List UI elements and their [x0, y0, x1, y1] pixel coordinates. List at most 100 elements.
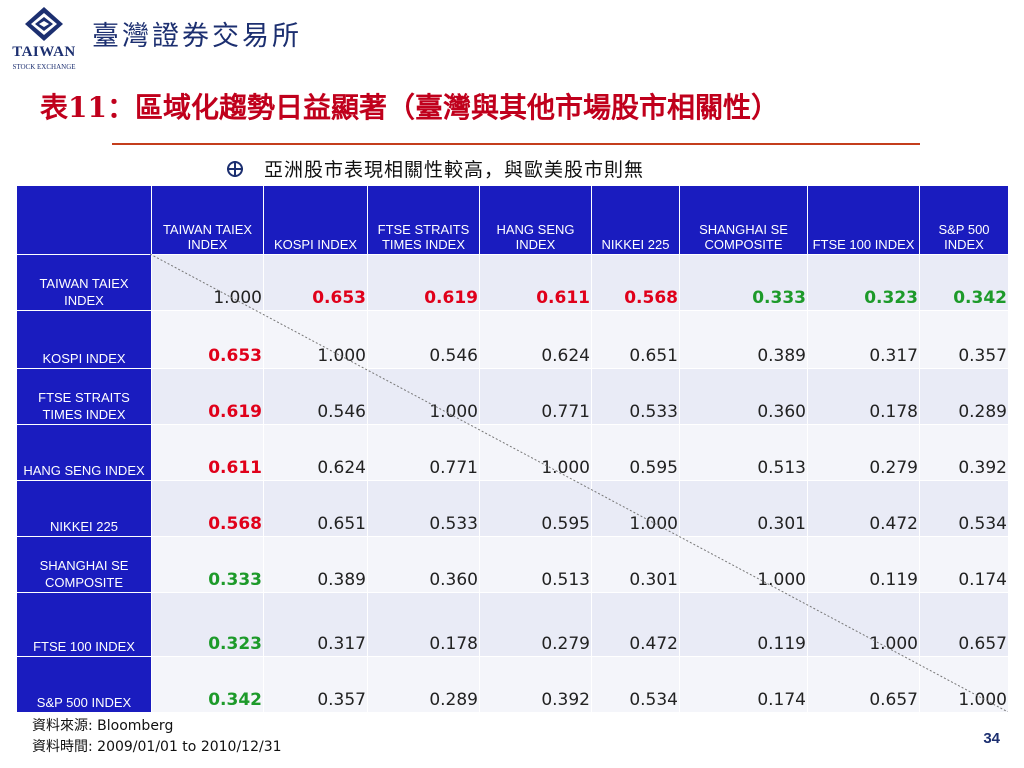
- bullet-point: 亞洲股市表現相關性較高，與歐美股市則無: [226, 155, 644, 182]
- table-cell: 0.357: [263, 656, 368, 713]
- table-cell: 0.357: [919, 310, 1009, 369]
- row-header: S&P 500 INDEX: [16, 656, 152, 713]
- table-cell: 0.392: [919, 424, 1009, 481]
- logo-wordmark: TAIWAN: [12, 44, 76, 60]
- data-source: 資料來源: Bloomberg: [32, 718, 174, 734]
- table-cell: 0.533: [367, 480, 480, 537]
- table-cell: 0.653: [263, 254, 368, 311]
- table-cell: 0.619: [151, 368, 264, 425]
- row-header: FTSE STRAITS TIMES INDEX: [16, 368, 152, 425]
- twse-emblem-icon: [25, 7, 63, 41]
- table-cell: 0.119: [679, 592, 808, 657]
- data-period: 資料時間: 2009/01/01 to 2010/12/31: [32, 739, 282, 755]
- table-cell: 0.342: [151, 656, 264, 713]
- table-cell: 0.611: [151, 424, 264, 481]
- table-cell: 0.289: [367, 656, 480, 713]
- bullet-text: 亞洲股市表現相關性較高，與歐美股市則無: [264, 159, 645, 181]
- table-cell: 0.472: [591, 592, 680, 657]
- table-cell: 0.317: [263, 592, 368, 657]
- table-cell: 0.534: [591, 656, 680, 713]
- correlation-table: TAIWAN TAIEX INDEX KOSPI INDEX FTSE STRA…: [16, 185, 1009, 713]
- table-cell: 0.546: [367, 310, 480, 369]
- table-row: HANG SENG INDEX 0.611 0.624 0.771 1.000 …: [16, 424, 1009, 481]
- crosshair-bullet-icon: [227, 160, 243, 177]
- table-row: NIKKEI 225 0.568 0.651 0.533 0.595 1.000…: [16, 480, 1009, 537]
- table-cell: 0.323: [807, 254, 920, 311]
- table-cell: 0.657: [919, 592, 1009, 657]
- table-cell: 0.333: [679, 254, 808, 311]
- table-cell: 1.000: [367, 368, 480, 425]
- table-cell: 0.279: [479, 592, 592, 657]
- column-header: SHANGHAI SE COMPOSITE: [679, 185, 808, 255]
- column-header: TAIWAN TAIEX INDEX: [151, 185, 264, 255]
- table-cell: 0.342: [919, 254, 1009, 311]
- table-cell: 1.000: [807, 592, 920, 657]
- table-cell: 0.595: [479, 480, 592, 537]
- table-cell: 1.000: [679, 536, 808, 593]
- table-cell: 0.657: [807, 656, 920, 713]
- table-cell: 1.000: [919, 656, 1009, 713]
- table-cell: 0.619: [367, 254, 480, 311]
- table-cell: 0.178: [367, 592, 480, 657]
- slide-title: 表11：區域化趨勢日益顯著（臺灣與其他市場股市相關性）: [40, 91, 779, 124]
- table-cell: 0.301: [591, 536, 680, 593]
- row-header: SHANGHAI SE COMPOSITE: [16, 536, 152, 593]
- table-row: KOSPI INDEX 0.653 1.000 0.546 0.624 0.65…: [16, 310, 1009, 369]
- table-cell: 0.651: [263, 480, 368, 537]
- table-cell: 0.771: [479, 368, 592, 425]
- table-cell: 0.178: [807, 368, 920, 425]
- table-cell: 0.301: [679, 480, 808, 537]
- table-cell: 0.360: [679, 368, 808, 425]
- table-cell: 0.595: [591, 424, 680, 481]
- table-cell: 0.534: [919, 480, 1009, 537]
- table-row: SHANGHAI SE COMPOSITE 0.333 0.389 0.360 …: [16, 536, 1009, 593]
- table-cell: 1.000: [479, 424, 592, 481]
- table-cell: 1.000: [151, 254, 264, 311]
- column-header: FTSE STRAITS TIMES INDEX: [367, 185, 480, 255]
- table-cell: 0.389: [679, 310, 808, 369]
- table-cell: 0.653: [151, 310, 264, 369]
- column-header: S&P 500 INDEX: [919, 185, 1009, 255]
- twse-logo: TAIWAN STOCK EXCHANGE: [6, 6, 82, 71]
- column-header: NIKKEI 225: [591, 185, 680, 255]
- row-header: NIKKEI 225: [16, 480, 152, 537]
- table-cell: 0.360: [367, 536, 480, 593]
- corner-cell: [16, 185, 152, 255]
- table-cell: 0.513: [679, 424, 808, 481]
- table-cell: 0.389: [263, 536, 368, 593]
- table-cell: 0.317: [807, 310, 920, 369]
- title-divider: [112, 143, 920, 145]
- table-row: FTSE 100 INDEX 0.323 0.317 0.178 0.279 0…: [16, 592, 1009, 657]
- table-cell: 0.279: [807, 424, 920, 481]
- table-cell: 0.771: [367, 424, 480, 481]
- source-note: 資料來源: Bloomberg 資料時間: 2009/01/01 to 2010…: [32, 716, 282, 758]
- table-cell: 0.472: [807, 480, 920, 537]
- table-cell: 0.289: [919, 368, 1009, 425]
- table-cell: 0.546: [263, 368, 368, 425]
- column-header: KOSPI INDEX: [263, 185, 368, 255]
- table-cell: 1.000: [263, 310, 368, 369]
- column-header: HANG SENG INDEX: [479, 185, 592, 255]
- column-header: FTSE 100 INDEX: [807, 185, 920, 255]
- table-cell: 0.624: [479, 310, 592, 369]
- table-header-row: TAIWAN TAIEX INDEX KOSPI INDEX FTSE STRA…: [16, 185, 1009, 255]
- table-cell: 0.333: [151, 536, 264, 593]
- page-number: 34: [983, 730, 1000, 747]
- table-cell: 0.651: [591, 310, 680, 369]
- table-row: TAIWAN TAIEX INDEX 1.000 0.653 0.619 0.6…: [16, 254, 1009, 311]
- row-header: HANG SENG INDEX: [16, 424, 152, 481]
- table-row: FTSE STRAITS TIMES INDEX 0.619 0.546 1.0…: [16, 368, 1009, 425]
- row-header: FTSE 100 INDEX: [16, 592, 152, 657]
- table-cell: 0.533: [591, 368, 680, 425]
- table-cell: 0.624: [263, 424, 368, 481]
- table-cell: 0.568: [591, 254, 680, 311]
- table-cell: 1.000: [591, 480, 680, 537]
- organization-name: 臺灣證券交易所: [92, 21, 302, 52]
- table-cell: 0.513: [479, 536, 592, 593]
- row-header: TAIWAN TAIEX INDEX: [16, 254, 152, 311]
- table-row: S&P 500 INDEX 0.342 0.357 0.289 0.392 0.…: [16, 656, 1009, 713]
- row-header: KOSPI INDEX: [16, 310, 152, 369]
- table-cell: 0.392: [479, 656, 592, 713]
- table-cell: 0.174: [679, 656, 808, 713]
- table-cell: 0.323: [151, 592, 264, 657]
